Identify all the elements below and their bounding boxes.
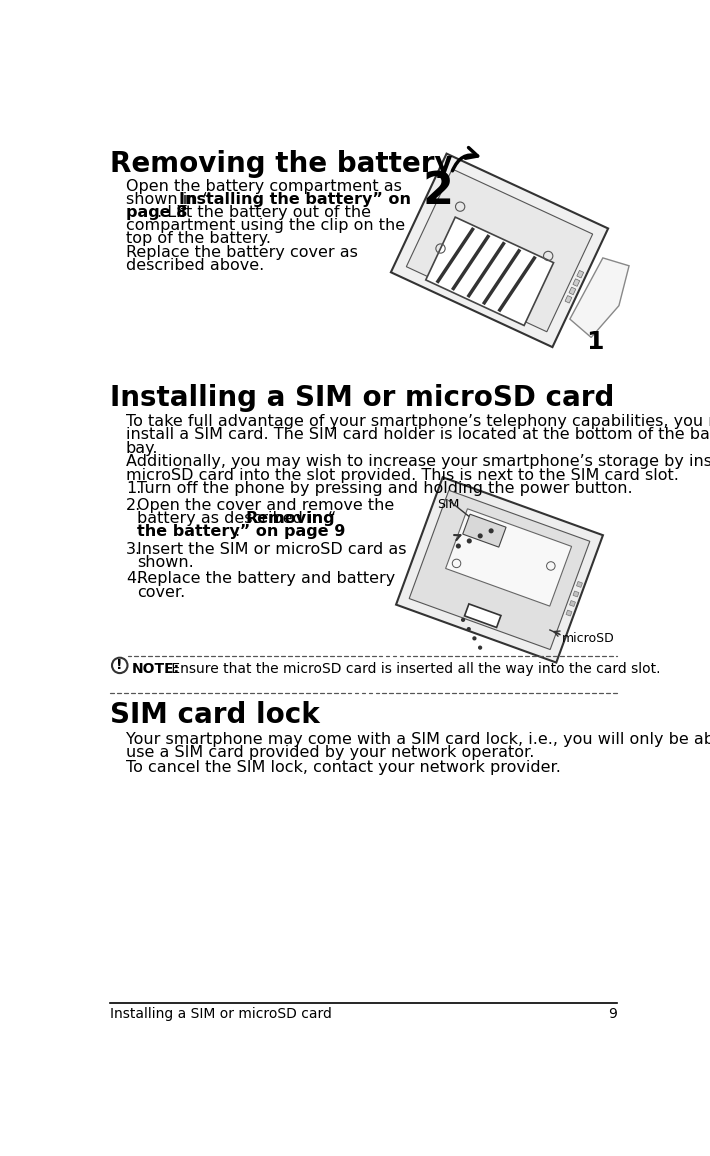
Polygon shape	[464, 603, 501, 628]
Text: top of the battery.: top of the battery.	[126, 231, 271, 246]
Text: To take full advantage of your smartphone’s telephony capabilities, you must: To take full advantage of your smartphon…	[126, 414, 710, 429]
Polygon shape	[573, 279, 580, 287]
Text: 1: 1	[586, 329, 603, 354]
Polygon shape	[463, 514, 506, 547]
Text: Replace the battery and battery: Replace the battery and battery	[137, 571, 395, 586]
Text: Insert the SIM or microSD card as: Insert the SIM or microSD card as	[137, 542, 406, 557]
Polygon shape	[577, 271, 584, 277]
Circle shape	[478, 645, 482, 650]
Text: SIM: SIM	[437, 498, 460, 511]
Text: . Lift the battery out of the: . Lift the battery out of the	[157, 205, 371, 220]
Text: described above.: described above.	[126, 258, 264, 273]
Polygon shape	[573, 591, 579, 596]
Text: .: .	[234, 524, 239, 539]
Polygon shape	[391, 154, 608, 347]
Text: Replace the battery cover as: Replace the battery cover as	[126, 245, 358, 260]
Text: Your smartphone may come with a SIM card lock, i.e., you will only be able to: Your smartphone may come with a SIM card…	[126, 732, 710, 747]
Circle shape	[472, 636, 476, 640]
Polygon shape	[570, 258, 629, 338]
Text: Open the cover and remove the: Open the cover and remove the	[137, 497, 394, 512]
Polygon shape	[577, 581, 582, 587]
Polygon shape	[426, 217, 554, 326]
Polygon shape	[446, 509, 572, 606]
Text: SIM card lock: SIM card lock	[111, 701, 320, 728]
Text: Additionally, you may wish to increase your smartphone’s storage by inserting a: Additionally, you may wish to increase y…	[126, 454, 710, 469]
Text: 2.: 2.	[126, 497, 141, 512]
Text: 1.: 1.	[126, 481, 141, 496]
Text: install a SIM card. The SIM card holder is located at the bottom of the battery: install a SIM card. The SIM card holder …	[126, 428, 710, 443]
Polygon shape	[569, 601, 575, 607]
Text: shown.: shown.	[137, 555, 194, 570]
Text: 9: 9	[608, 1007, 617, 1021]
Text: Removing the battery: Removing the battery	[111, 149, 453, 178]
Text: the battery” on page 9: the battery” on page 9	[137, 524, 345, 539]
Circle shape	[488, 528, 493, 533]
Text: shown in “: shown in “	[126, 192, 211, 207]
FancyArrowPatch shape	[452, 148, 478, 171]
Text: page 8: page 8	[126, 205, 187, 220]
Text: Ensure that the microSD card is inserted all the way into the card slot.: Ensure that the microSD card is inserted…	[167, 661, 660, 675]
Text: compartment using the clip on the: compartment using the clip on the	[126, 218, 405, 234]
Polygon shape	[569, 287, 576, 295]
Text: Installing a SIM or microSD card: Installing a SIM or microSD card	[111, 1007, 332, 1021]
Circle shape	[466, 539, 472, 543]
Text: Turn off the phone by pressing and holding the power button.: Turn off the phone by pressing and holdi…	[137, 481, 633, 496]
Text: battery as described in “: battery as described in “	[137, 511, 336, 526]
Circle shape	[456, 543, 461, 549]
Polygon shape	[406, 169, 593, 332]
Text: NOTE:: NOTE:	[132, 661, 180, 675]
Text: use a SIM card provided by your network operator.: use a SIM card provided by your network …	[126, 744, 535, 759]
Circle shape	[478, 533, 483, 539]
Text: 2: 2	[422, 170, 453, 213]
Text: 3.: 3.	[126, 542, 141, 557]
Polygon shape	[566, 610, 572, 616]
Text: !: !	[116, 659, 123, 673]
Text: bay.: bay.	[126, 440, 158, 455]
Text: 4.: 4.	[126, 571, 141, 586]
Polygon shape	[396, 477, 603, 662]
Text: microSD card into the slot provided. This is next to the SIM card slot.: microSD card into the slot provided. Thi…	[126, 467, 679, 482]
Text: Installing a SIM or microSD card: Installing a SIM or microSD card	[111, 384, 615, 412]
Text: Removing: Removing	[245, 511, 335, 526]
Text: microSD: microSD	[562, 631, 614, 645]
Text: To cancel the SIM lock, contact your network provider.: To cancel the SIM lock, contact your net…	[126, 761, 561, 776]
Polygon shape	[565, 296, 572, 303]
Circle shape	[466, 627, 471, 631]
Text: Installing the battery” on: Installing the battery” on	[179, 192, 410, 207]
Text: Open the battery compartment as: Open the battery compartment as	[126, 179, 402, 194]
Text: cover.: cover.	[137, 585, 185, 600]
Polygon shape	[409, 490, 590, 650]
Circle shape	[461, 617, 465, 622]
